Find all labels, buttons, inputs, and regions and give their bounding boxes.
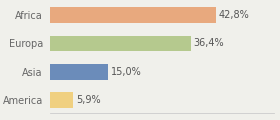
Text: 5,9%: 5,9% bbox=[76, 95, 101, 105]
Bar bbox=[50, 36, 191, 51]
Text: 36,4%: 36,4% bbox=[194, 39, 224, 48]
Bar bbox=[50, 92, 73, 108]
Text: 42,8%: 42,8% bbox=[218, 10, 249, 20]
Bar bbox=[50, 7, 216, 23]
Text: 15,0%: 15,0% bbox=[111, 67, 142, 77]
Bar bbox=[50, 64, 108, 80]
